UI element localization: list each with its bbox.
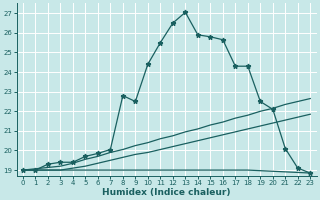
X-axis label: Humidex (Indice chaleur): Humidex (Indice chaleur): [102, 188, 231, 197]
